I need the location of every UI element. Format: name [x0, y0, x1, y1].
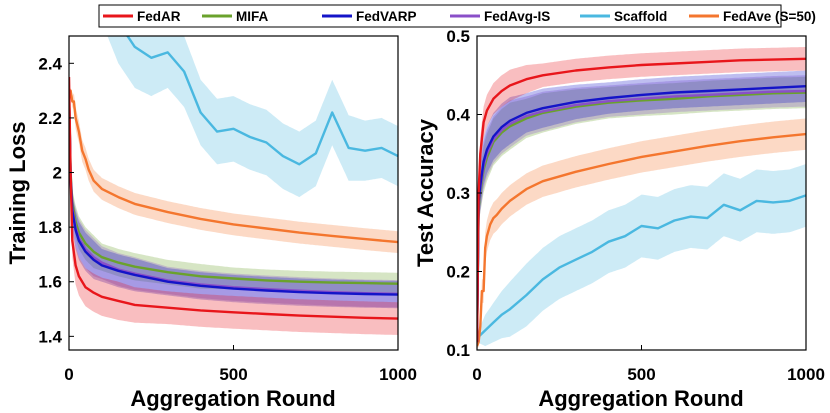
- legend-label-fedave-s-50: FedAve (S=50): [723, 9, 816, 24]
- test-accuracy-line-fedvarp: [477, 85, 806, 343]
- test-accuracy-xtick-label-1: 500: [627, 365, 655, 384]
- test-accuracy-lines: [477, 57, 806, 347]
- test-accuracy-ticks: 0 500 1000 0.1 0.2 0.3 0.4 0.5: [446, 27, 825, 384]
- test-accuracy-band-scaffold: [477, 164, 806, 347]
- legend-box: [98, 4, 782, 28]
- training-loss-ytick-label-5: 2.4: [38, 54, 62, 73]
- test-accuracy-line-scaffold: [477, 194, 806, 340]
- training-loss-bands: [69, 36, 398, 335]
- test-accuracy-line-fedar: [477, 57, 806, 343]
- test-accuracy-ylabel: Test Accuracy: [413, 118, 438, 267]
- training-loss-band-fedave-s-50: [69, 87, 398, 254]
- legend-label-scaffold: Scaffold: [614, 9, 667, 24]
- training-loss-line-scaffold: [126, 36, 398, 166]
- training-loss-line-fedvarp: [69, 90, 398, 296]
- legend-label-fedar: FedAR: [137, 9, 181, 24]
- test-accuracy-xtick-label-0: 0: [472, 365, 481, 384]
- legend-label-mifa: MIFA: [236, 9, 268, 24]
- legend-label-fedavg-is: FedAvg-IS: [484, 9, 550, 24]
- training-loss-xlabel: Aggregation Round: [130, 386, 335, 411]
- training-loss-lines: [69, 36, 398, 320]
- training-loss-band-mifa: [69, 87, 398, 295]
- test-accuracy-ytick-label-3: 0.4: [446, 106, 470, 125]
- training-loss-line-fedave-s-50: [69, 89, 398, 244]
- test-accuracy-chart: 0 500 1000 0.1 0.2 0.3 0.4 0.5 Aggregation Roun…: [413, 27, 825, 411]
- test-accuracy-band-fedavg-is: [477, 75, 806, 347]
- test-accuracy-band-mifa: [477, 76, 806, 347]
- training-loss-ticks: 0 500 1000 1.4 1.6 1.8 2 2.2 2.4: [38, 54, 417, 384]
- test-accuracy-ytick-label-1: 0.2: [446, 263, 470, 282]
- test-accuracy-band-fedvarp: [477, 70, 806, 347]
- training-loss-xtick-label-1: 500: [219, 365, 247, 384]
- test-accuracy-xlabel: Aggregation Round: [538, 386, 743, 411]
- test-accuracy-ytick-label-2: 0.3: [446, 184, 470, 203]
- training-loss-chart: 0 500 1000 1.4 1.6 1.8 2 2.2 2.4 Aggregation Rou…: [5, 35, 417, 411]
- training-loss-band-fedar: [69, 74, 398, 335]
- training-loss-band-scaffold: [107, 36, 398, 198]
- test-accuracy-line-fedave-s-50: [477, 132, 806, 347]
- training-loss-line-fedar: [69, 76, 398, 320]
- training-loss-ytick-label-4: 2.2: [38, 109, 62, 128]
- test-accuracy-ytick-label-0: 0.1: [446, 341, 470, 360]
- training-loss-band-fedvarp: [69, 87, 398, 309]
- training-loss-ytick-label-1: 1.6: [38, 273, 62, 292]
- test-accuracy-ytick-label-4: 0.5: [446, 27, 470, 46]
- test-accuracy-band-fedar: [477, 47, 806, 347]
- training-loss-band-fedavg-is: [69, 87, 398, 308]
- training-loss-ytick-label-3: 2: [53, 164, 62, 183]
- training-loss-xtick-label-2: 1000: [379, 365, 417, 384]
- training-loss-ytick-label-0: 1.4: [38, 327, 62, 346]
- legend-label-fedvarp: FedVARP: [356, 9, 417, 24]
- training-loss-ylabel: Training Loss: [5, 121, 30, 264]
- legend: FedAR MIFA FedVARP FedAvg-IS Scaffold FedAve …: [98, 4, 816, 28]
- training-loss-ytick-label-2: 1.8: [38, 218, 62, 237]
- test-accuracy-xtick-label-2: 1000: [787, 365, 825, 384]
- training-loss-xtick-label-0: 0: [64, 365, 73, 384]
